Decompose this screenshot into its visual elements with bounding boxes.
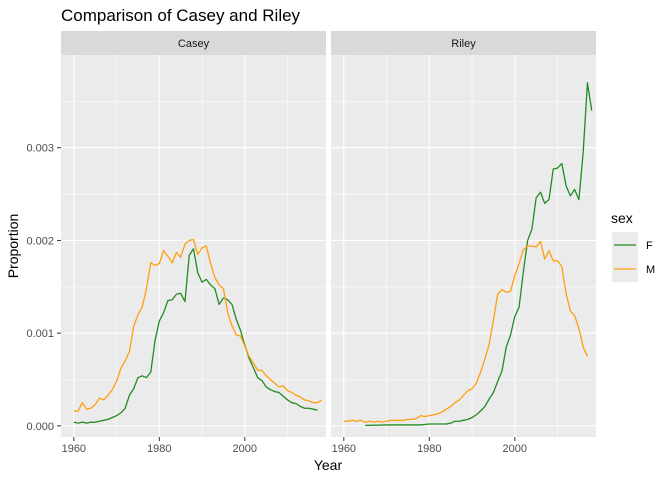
facet-strip-casey (61, 31, 326, 55)
series-lines-riley (343, 82, 593, 427)
y-tick-label: 0.003 (26, 143, 54, 155)
x-tick-label: 1960 (332, 443, 356, 455)
gridlines-riley (331, 55, 596, 437)
facet-label-riley: Riley (451, 38, 476, 50)
series-line-m (73, 238, 323, 412)
plot-panel-casey (61, 55, 326, 437)
legend-label-f: F (646, 240, 653, 252)
chart-title: Comparison of Casey and Riley (61, 6, 301, 25)
legend: sex F M (611, 210, 655, 282)
x-axis-title: Year (314, 457, 343, 473)
facet-label-casey: Casey (178, 38, 210, 50)
x-tick-label: 2000 (233, 443, 257, 455)
y-tick-label: 0.000 (26, 421, 54, 433)
x-tick-label: 1980 (147, 443, 171, 455)
facet-casey: Casey (61, 31, 326, 437)
x-tick-label: 2000 (503, 443, 527, 455)
plot-panel-riley (331, 55, 596, 437)
series-line-m (343, 240, 589, 423)
x-tick-label: 1980 (417, 443, 441, 455)
facet-strip-riley (331, 31, 596, 55)
series-line-f (365, 82, 593, 427)
legend-item-m: M (612, 256, 655, 282)
legend-item-f: F (612, 232, 653, 258)
gridlines-casey (61, 55, 326, 437)
y-axis: 0.000 0.001 0.002 0.003 (26, 143, 61, 433)
facet-riley: Riley (331, 31, 596, 437)
legend-label-m: M (646, 264, 655, 276)
series-line-f (73, 248, 318, 424)
y-axis-title: Proportion (5, 214, 21, 279)
series-lines-casey (73, 238, 323, 424)
x-axis: 1960 1980 2000 1960 1980 2000 (62, 437, 527, 455)
y-tick-label: 0.001 (26, 328, 54, 340)
legend-title: sex (611, 210, 633, 226)
y-tick-label: 0.002 (26, 235, 54, 247)
x-tick-label: 1960 (62, 443, 86, 455)
